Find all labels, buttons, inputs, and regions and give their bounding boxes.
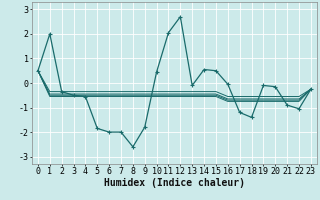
X-axis label: Humidex (Indice chaleur): Humidex (Indice chaleur) bbox=[104, 178, 245, 188]
